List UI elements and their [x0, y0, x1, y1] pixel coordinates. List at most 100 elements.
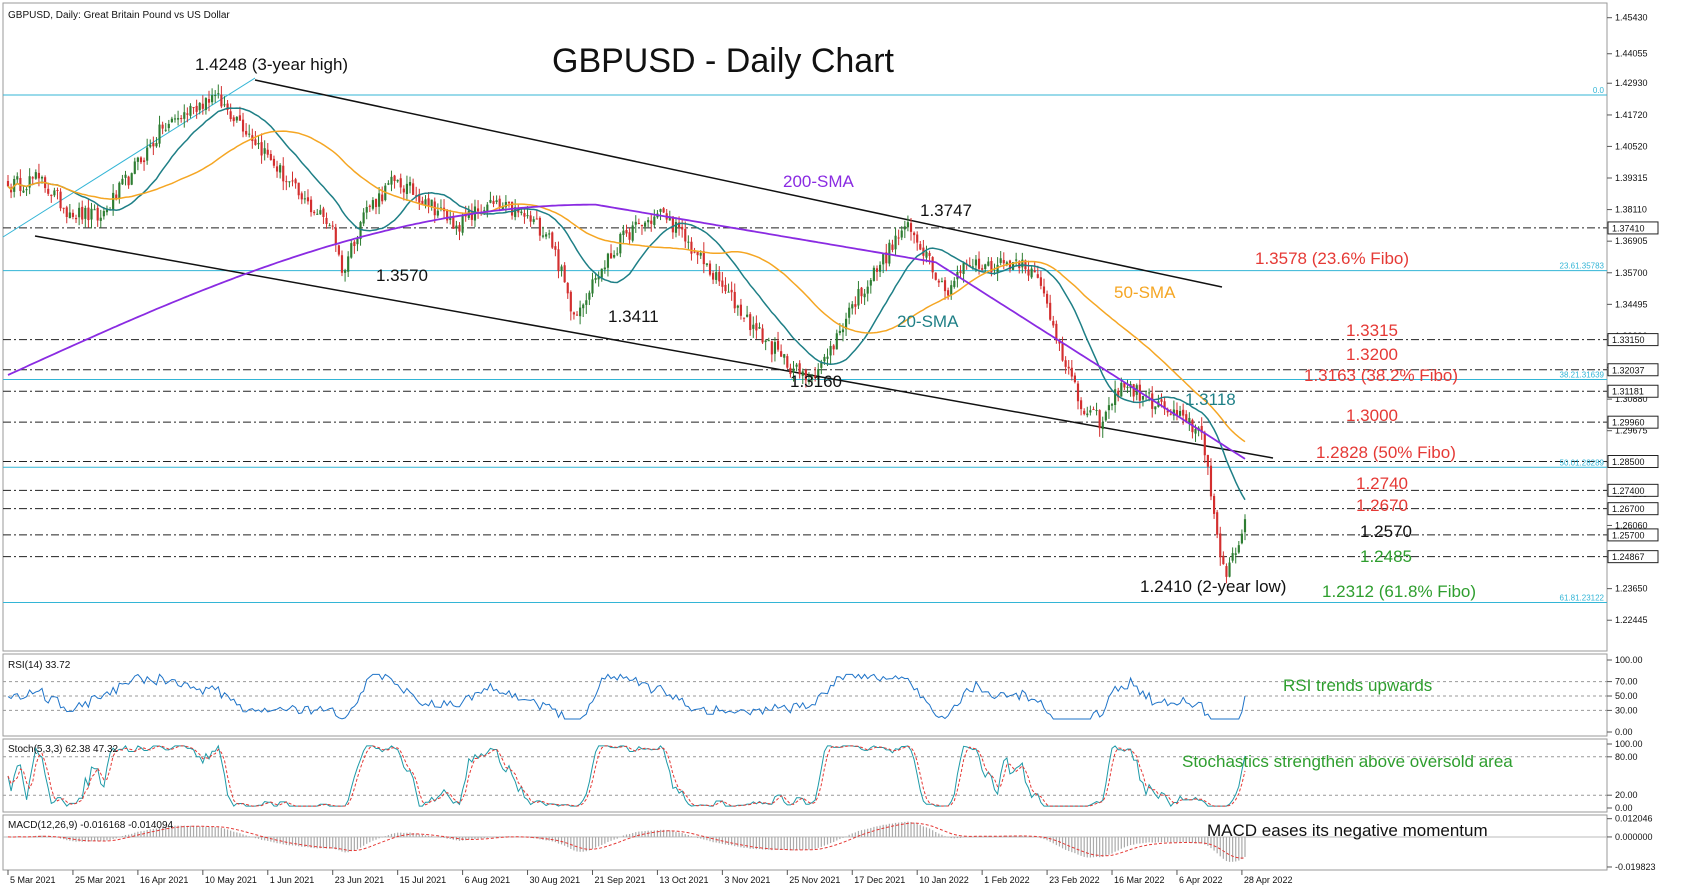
candle-body	[214, 95, 217, 97]
rsi-tick-label-1: 70.00	[1615, 677, 1638, 687]
candle-body	[977, 258, 981, 269]
stoch-panel-frame	[2, 738, 1608, 813]
candle	[214, 90, 217, 103]
candle-body	[869, 280, 872, 286]
candle	[560, 264, 563, 277]
x-tick-label-0: 5 Mar 2021	[10, 875, 56, 885]
x-tick-label-2: 16 Apr 2021	[140, 875, 189, 885]
level-price-box-label: 1.31181	[1612, 387, 1644, 397]
level-price-box-rect	[1607, 550, 1659, 564]
candle-body	[195, 105, 198, 112]
candle	[1008, 259, 1012, 273]
candle	[1209, 458, 1213, 501]
candle-body	[826, 356, 829, 359]
candle-body	[96, 207, 99, 221]
candle	[1225, 563, 1228, 584]
candle	[535, 209, 538, 220]
candle	[913, 231, 916, 244]
label-fibo-38-2: 1.3163 (38.2% Fibo)	[1304, 366, 1458, 385]
candle-body	[616, 253, 619, 255]
label-1-3200: 1.3200	[1346, 345, 1398, 364]
candle-body	[1175, 409, 1179, 416]
candle-body	[220, 94, 223, 107]
candle	[569, 290, 572, 321]
y-tick-label-19: 1.22445	[1615, 615, 1648, 625]
candle-body	[1114, 389, 1117, 405]
candle	[78, 202, 81, 226]
candle-body	[408, 182, 412, 186]
candle-body	[770, 341, 773, 355]
candle	[6, 174, 10, 187]
candle-body	[517, 208, 520, 213]
candle	[50, 194, 53, 203]
candle-body	[783, 354, 786, 358]
candle	[71, 209, 75, 220]
candle-body	[263, 148, 266, 154]
candle	[1036, 265, 1039, 279]
macd-tick-label-1: 0.000000	[1615, 832, 1653, 842]
candle-body	[1225, 566, 1228, 577]
candle-body	[313, 211, 316, 214]
candle-body	[127, 176, 130, 186]
candle	[1021, 252, 1024, 274]
rsi-line	[7, 673, 1246, 720]
candle-body	[872, 267, 875, 281]
macd-panel: 0.012046 0.000000 -0.019823	[3, 814, 1656, 872]
candle	[631, 221, 634, 243]
x-tick-label-12: 25 Nov 2021	[789, 875, 840, 885]
candle-body	[640, 225, 644, 227]
label-1-2740: 1.2740	[1356, 474, 1408, 493]
candle	[1240, 529, 1243, 545]
candle-body	[198, 102, 201, 111]
candle	[461, 212, 464, 236]
candle	[223, 96, 226, 108]
candle-body	[820, 362, 823, 368]
candle-body	[99, 217, 102, 221]
candle	[164, 122, 167, 132]
candle	[204, 97, 207, 115]
candle-body	[650, 220, 653, 224]
candle	[229, 103, 232, 122]
candle-body	[25, 189, 28, 191]
candle	[1052, 315, 1055, 328]
candle-body	[758, 327, 761, 329]
candle	[16, 172, 19, 184]
candle-body	[569, 291, 572, 312]
candle	[294, 177, 297, 189]
candle-body	[925, 251, 928, 258]
candle	[767, 337, 770, 342]
candle	[548, 229, 551, 239]
candle-body	[177, 118, 180, 120]
candle	[452, 212, 455, 229]
candle-body	[684, 228, 687, 242]
level-price-box-1: 1.33150	[1607, 333, 1659, 347]
candle-body	[455, 225, 458, 229]
level-price-box-rect	[1607, 483, 1659, 497]
candle-body	[31, 177, 34, 179]
candle-body	[37, 172, 41, 179]
candle	[879, 261, 882, 278]
candle-body	[1064, 360, 1067, 367]
candle	[810, 373, 814, 384]
candle	[337, 244, 340, 257]
candle-body	[866, 286, 869, 294]
candle-body	[1178, 410, 1182, 416]
candle	[492, 195, 495, 208]
candle	[31, 176, 34, 185]
moving-averages	[7, 107, 1246, 501]
candle-body	[857, 289, 860, 306]
candle	[1080, 397, 1083, 416]
candle	[888, 239, 891, 267]
candle	[173, 114, 177, 123]
candle	[1092, 406, 1095, 411]
candle	[752, 316, 755, 338]
candle	[795, 362, 798, 372]
candle-body	[959, 271, 962, 274]
candle	[353, 239, 356, 254]
candle-body	[390, 176, 393, 185]
candle-body	[600, 268, 603, 278]
candle-body	[201, 103, 204, 109]
candle-body	[934, 272, 937, 280]
candle	[1033, 262, 1036, 273]
